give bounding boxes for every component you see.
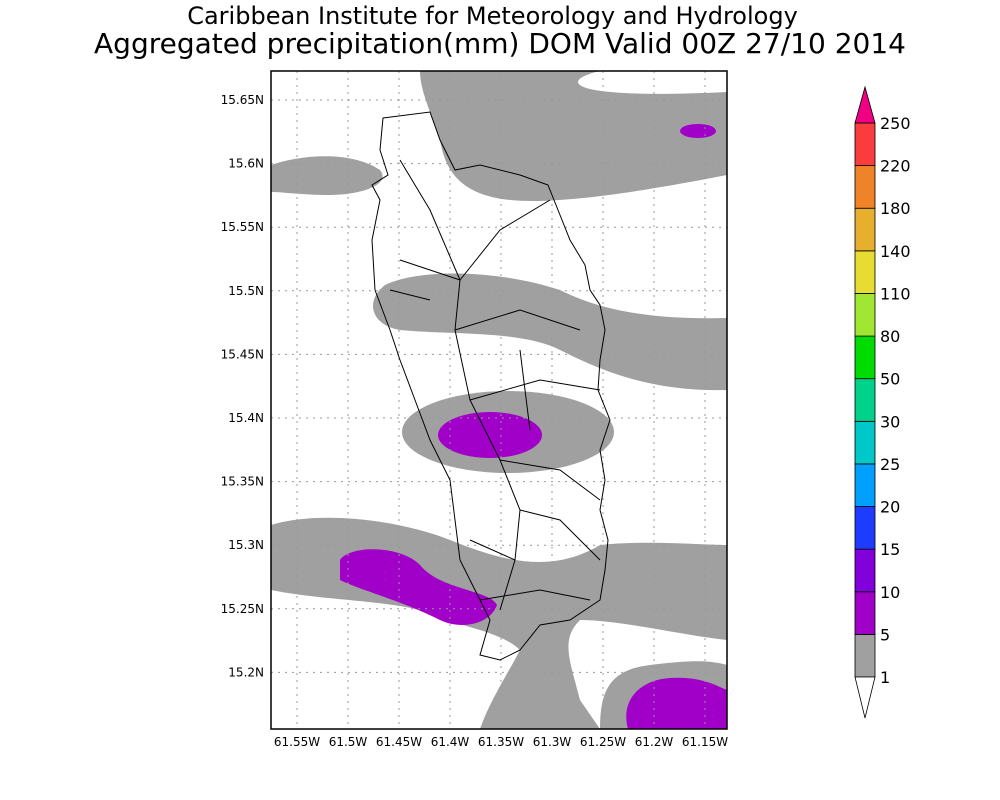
colorbar-swatch	[854, 122, 876, 167]
colorbar-swatch	[854, 591, 876, 635]
colorbar-swatch	[854, 165, 876, 209]
precip-area-5-10mm	[438, 412, 542, 458]
colorbar-label: 50	[880, 370, 900, 389]
colorbar-swatch	[854, 207, 876, 252]
colorbar-label: 5	[880, 625, 890, 644]
precip-area-1-5mm	[271, 156, 383, 195]
colorbar-label: 220	[880, 157, 911, 176]
lon-tick-label: 61.35W	[478, 735, 524, 749]
colorbar-label: 25	[880, 455, 900, 474]
colorbar-label: 180	[880, 199, 911, 218]
lon-tick-label: 61.55W	[274, 735, 320, 749]
colorbar-label: 30	[880, 412, 900, 431]
lat-tick-label: 15.35N	[221, 475, 264, 489]
precip-shading	[271, 71, 727, 729]
precip-area-5-10mm	[340, 549, 497, 625]
lat-tick-label: 15.45N	[221, 347, 264, 361]
dominica-outline	[371, 111, 611, 661]
lat-tick-label: 15.25N	[221, 602, 264, 616]
chart-subtitle: Aggregated precipitation(mm) DOM Valid 0…	[94, 27, 906, 60]
colorbar-swatch	[854, 548, 876, 593]
colorbar-swatch	[854, 250, 876, 294]
lon-tick-label: 61.3W	[533, 735, 572, 749]
lon-tick-label: 61.25W	[580, 735, 626, 749]
lon-tick-label: 61.5W	[329, 735, 368, 749]
chart-title: Caribbean Institute for Meteorology and …	[187, 2, 798, 30]
colorbar-swatch	[854, 420, 876, 465]
lon-tick-label: 61.2W	[635, 735, 674, 749]
colorbar-swatch	[854, 633, 876, 678]
colorbar-swatch	[854, 506, 876, 550]
lat-tick-label: 15.2N	[228, 665, 264, 679]
colorbar-label: 80	[880, 327, 900, 346]
colorbar-label: 140	[880, 242, 911, 261]
colorbar-label: 110	[880, 284, 911, 303]
lat-tick-label: 15.5N	[228, 284, 264, 298]
precip-area-5-10mm	[680, 124, 716, 138]
lat-tick-label: 15.65N	[221, 93, 264, 107]
plot-frame	[270, 70, 728, 730]
lon-tick-label: 61.15W	[682, 735, 728, 749]
colorbar-swatch	[854, 335, 876, 380]
lat-tick-label: 15.55N	[221, 220, 264, 234]
colorbar-label: 10	[880, 583, 900, 602]
colorbar-label: 250	[880, 114, 911, 133]
axis-ticks: 61.55W 61.5W 61.45W 61.4W 61.35W 61.3W 61.25W 6…	[221, 93, 729, 749]
colorbar-swatch	[854, 463, 876, 507]
colorbar-under-arrow	[854, 676, 876, 719]
lon-tick-label: 61.4W	[431, 735, 470, 749]
colorbar-swatch	[854, 378, 876, 422]
colorbar-over-arrow	[854, 85, 876, 124]
precip-area-5-10mm	[626, 677, 727, 729]
grid-lines	[271, 71, 727, 729]
lon-tick-label: 61.45W	[376, 735, 422, 749]
colorbar-label: 1	[880, 668, 890, 687]
lat-tick-label: 15.4N	[228, 411, 264, 425]
lat-tick-label: 15.6N	[228, 157, 264, 171]
colorbar-label: 15	[880, 540, 900, 559]
colorbar-label: 20	[880, 498, 900, 517]
precip-area-1-5mm	[420, 71, 727, 201]
lat-tick-label: 15.3N	[228, 538, 264, 552]
precip-area-1-5mm	[373, 273, 727, 391]
colorbar-swatch	[854, 293, 876, 337]
